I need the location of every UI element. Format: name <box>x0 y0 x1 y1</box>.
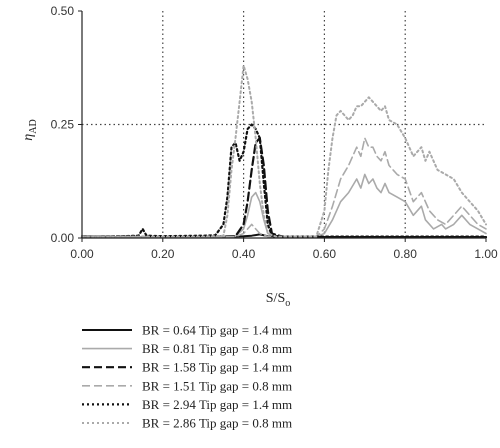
axes <box>78 10 487 242</box>
series-line-4 <box>80 123 488 238</box>
y-tick-label-1: 0.25 <box>51 118 75 132</box>
legend-label-5: BR = 2.86 Tip gap = 0.8 mm <box>142 416 292 431</box>
y-axis-label-sub: AD <box>28 119 39 133</box>
legend-label-0: BR = 0.64 Tip gap = 1.4 mm <box>142 323 292 338</box>
series-layer <box>80 64 488 239</box>
tick-labels: 0.00 0.20 0.40 0.60 0.80 1.00 0.00 0.25 0.50 <box>51 4 498 261</box>
series-line-1 <box>81 173 487 238</box>
x-tick-label-3: 0.60 <box>313 247 337 261</box>
reference-lines <box>82 11 486 238</box>
legend-label-3: BR = 1.51 Tip gap = 0.8 mm <box>142 378 292 393</box>
legend: BR = 0.64 Tip gap = 1.4 mm BR = 0.81 Tip … <box>82 323 292 431</box>
x-tick-label-0: 0.00 <box>70 247 94 261</box>
x-axis-label: S/So <box>266 291 290 309</box>
y-axis-label-main: η <box>21 134 36 141</box>
y-axis-label: ηAD <box>21 119 39 140</box>
x-tick-label-2: 0.40 <box>232 247 256 261</box>
y-tick-label-0: 0.00 <box>51 231 75 245</box>
x-axis-label-main: S/S <box>266 291 285 306</box>
legend-label-4: BR = 2.94 Tip gap = 1.4 mm <box>142 397 292 412</box>
x-tick-label-1: 0.20 <box>151 247 175 261</box>
legend-label-2: BR = 1.58 Tip gap = 1.4 mm <box>142 360 292 375</box>
series-line-2 <box>80 137 488 239</box>
legend-label-1: BR = 0.81 Tip gap = 0.8 mm <box>142 341 292 356</box>
series-line-3 <box>81 137 487 238</box>
series-line-5 <box>81 64 487 238</box>
x-axis-label-sub: o <box>285 298 290 309</box>
y-tick-label-2: 0.50 <box>51 4 75 18</box>
x-tick-label-5: 1.00 <box>474 247 498 261</box>
x-tick-label-4: 0.80 <box>394 247 418 261</box>
